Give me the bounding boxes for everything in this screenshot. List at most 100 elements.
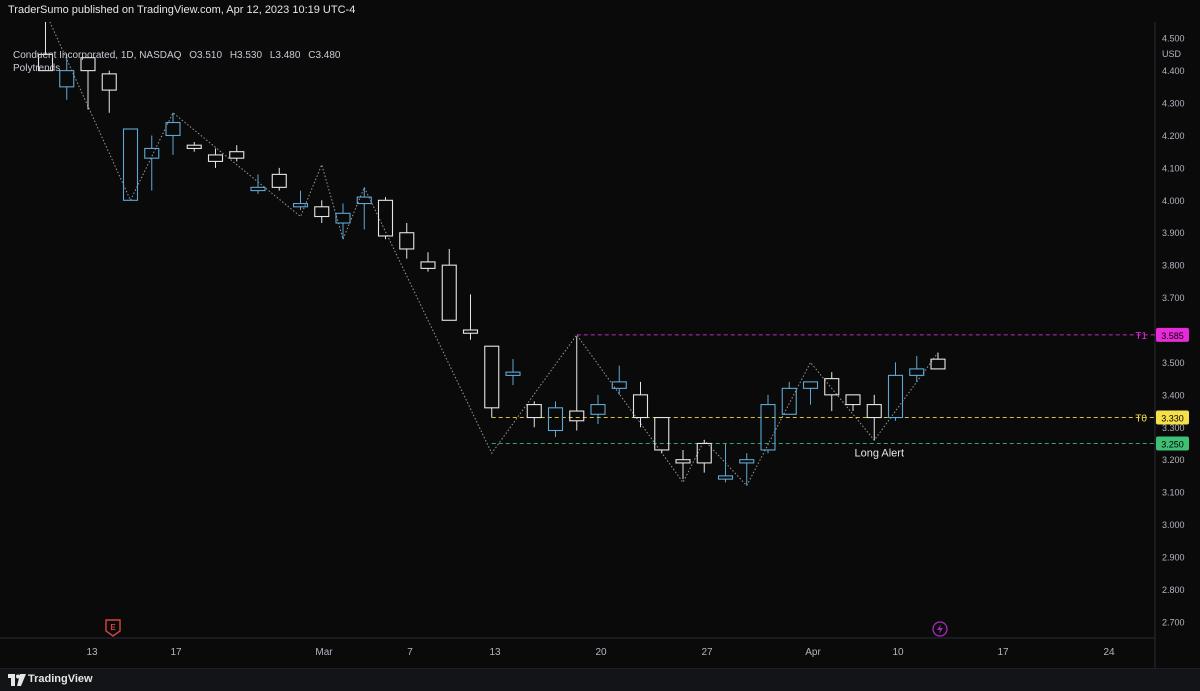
level-label-T0: T0 xyxy=(1135,414,1147,425)
price-tick-label: 3.100 xyxy=(1162,488,1185,498)
candle-body xyxy=(250,186,266,192)
candle-body xyxy=(760,404,776,451)
footer-brand: TradingView xyxy=(28,673,93,685)
candle-body xyxy=(802,381,819,389)
price-tick-label: 2.900 xyxy=(1162,552,1185,562)
candle-body xyxy=(377,199,394,237)
level-price-T1: 3.585 xyxy=(1161,331,1184,341)
candle-body xyxy=(654,416,670,451)
candle-body xyxy=(80,57,96,72)
candle-body xyxy=(399,232,415,250)
candle-body xyxy=(186,144,202,149)
candle-body xyxy=(122,128,139,201)
level-price-tag-long xyxy=(1156,436,1189,451)
level-price-long: 3.250 xyxy=(1161,439,1184,449)
candle-body xyxy=(356,196,372,205)
time-tick-label: 13 xyxy=(86,647,98,658)
price-tick-label: 4.400 xyxy=(1162,66,1185,76)
earnings-badge-letter: E xyxy=(110,623,116,632)
candle-body xyxy=(59,70,75,88)
legend-indicator: Polytrends xyxy=(13,63,61,74)
candle-body xyxy=(37,53,54,72)
time-tick-label: 13 xyxy=(489,647,501,658)
candle-body xyxy=(271,173,287,188)
earnings-badge-shape xyxy=(105,619,121,637)
candle-body xyxy=(590,404,606,415)
price-tick-label: 4.300 xyxy=(1162,99,1185,109)
target-levels: T1 3.585 T0 3.330 3.250 xyxy=(491,327,1189,451)
candle-body xyxy=(165,121,181,137)
polytrend-zigzag xyxy=(45,12,939,487)
price-tick-label: 3.900 xyxy=(1162,228,1185,238)
candle-body xyxy=(420,261,436,269)
tradingview-logo-icon xyxy=(8,674,26,686)
time-tick-label: Apr xyxy=(805,647,821,658)
time-tick-label: 20 xyxy=(595,647,607,658)
candle-body xyxy=(675,459,691,464)
candle-body xyxy=(144,147,160,159)
price-tick-label: 2.800 xyxy=(1162,585,1185,595)
price-tick-label: 3.000 xyxy=(1162,520,1185,530)
candle-body xyxy=(207,154,224,162)
split-badge-circle xyxy=(932,621,948,637)
legend-high: H3.530 xyxy=(229,50,263,61)
time-axis[interactable]: 13 17 Mar 7 13 20 27 Apr 10 17 24 xyxy=(86,647,1115,658)
price-tick-label: 3.400 xyxy=(1162,390,1185,400)
polytrend-lines xyxy=(45,12,939,487)
lightning-icon xyxy=(937,624,943,634)
publish-info: TraderSumo published on TradingView.com,… xyxy=(8,4,356,16)
earnings-icon[interactable]: E xyxy=(105,619,121,637)
legend-low: L3.480 xyxy=(269,50,301,61)
candle-body xyxy=(547,407,564,432)
time-tick-label: 17 xyxy=(170,647,182,658)
candle-body xyxy=(526,404,542,419)
price-axis[interactable]: 4.500 4.400 4.300 4.200 4.100 4.000 3.900 3.800… xyxy=(1162,34,1185,628)
price-tick-label: 4.500 xyxy=(1162,34,1185,44)
price-tick-label: 2.700 xyxy=(1162,617,1185,627)
candlestick-chart[interactable]: T1 3.585 T0 3.330 3.250 4.500 4.400 4.300 4.200… xyxy=(0,12,1200,668)
candle-body xyxy=(484,345,500,409)
time-tick-label: 24 xyxy=(1103,647,1115,658)
level-price-T0: 3.330 xyxy=(1161,414,1184,424)
time-tick-label: 17 xyxy=(997,647,1009,658)
time-tick-label: 10 xyxy=(892,647,904,658)
price-tick-label: 3.800 xyxy=(1162,261,1185,271)
level-label-T1: T1 xyxy=(1135,331,1147,342)
candle-body xyxy=(292,203,309,208)
candle-body xyxy=(569,410,585,422)
price-tick-label: 3.300 xyxy=(1162,423,1185,433)
time-tick-label: 27 xyxy=(701,647,713,658)
candle-body xyxy=(696,442,712,464)
time-tick-label: 7 xyxy=(407,647,413,658)
candle-body xyxy=(845,394,861,406)
candle-body xyxy=(462,329,479,334)
annotations: Long Alert xyxy=(854,447,904,459)
long-alert-label: Long Alert xyxy=(854,447,904,459)
candle-body xyxy=(611,381,627,389)
price-tick-label: 4.000 xyxy=(1162,196,1185,206)
candle-body xyxy=(781,387,797,415)
candle-body xyxy=(335,212,351,224)
chart-area[interactable]: T1 3.585 T0 3.330 3.250 4.500 4.400 4.300 4.200… xyxy=(0,12,1200,668)
candle-body xyxy=(824,378,840,396)
legend-open: O3.510 xyxy=(189,50,223,61)
legend-close: C3.480 xyxy=(308,50,341,61)
price-tick-label: 3.500 xyxy=(1162,358,1185,368)
chart-background xyxy=(0,22,1200,668)
candle-body xyxy=(930,358,946,370)
level-price-tag-T1 xyxy=(1156,327,1189,342)
candle-body xyxy=(887,374,904,419)
price-tick-label: 4.100 xyxy=(1162,163,1185,173)
legend-symbol: Conduent Incorporated, 1D, NASDAQ xyxy=(13,50,182,61)
candle-body xyxy=(909,368,925,376)
candle-body xyxy=(717,475,734,480)
candle-body xyxy=(441,264,457,321)
price-tick-label: 3.200 xyxy=(1162,455,1185,465)
level-price-tag-T0 xyxy=(1156,410,1189,425)
candle-body xyxy=(739,459,755,464)
candle-body xyxy=(314,206,330,218)
split-icon[interactable] xyxy=(932,621,948,637)
chart-legend: Conduent Incorporated, 1D, NASDAQ O3.510… xyxy=(13,49,345,75)
time-tick-label: Mar xyxy=(315,647,333,658)
price-tick-label: 3.700 xyxy=(1162,293,1185,303)
